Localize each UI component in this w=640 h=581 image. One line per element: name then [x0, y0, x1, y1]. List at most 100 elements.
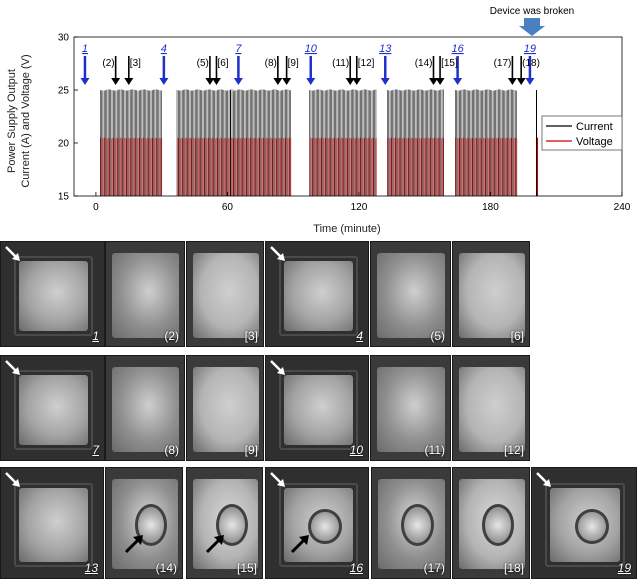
panel-label: [18] — [503, 561, 524, 575]
x-tick-label-2: 120 — [351, 202, 368, 213]
black-marker-label-7: [12] — [358, 58, 375, 69]
white-arrow-icon — [270, 360, 285, 375]
blue-marker-label-4: 13 — [379, 43, 392, 55]
black-marker-label-2: (5) — [197, 58, 209, 69]
blue-marker-arrow-4 — [380, 56, 390, 85]
emission-area — [112, 367, 179, 452]
black-marker-arrow-10-head — [507, 78, 517, 85]
black-marker-arrow-1-head — [124, 78, 134, 85]
legend-voltage-label: Voltage — [576, 136, 613, 148]
micrograph-panel-12: [12] — [452, 355, 530, 461]
blue-marker-arrow-2-head — [233, 78, 243, 85]
micrograph-panel-15: [15] — [186, 467, 263, 579]
panel-label: (11) — [424, 443, 445, 457]
emission-area — [377, 367, 445, 452]
black-marker-arrow-9-head — [435, 78, 445, 85]
micrograph-panel-1: 1 — [0, 241, 105, 347]
emission-area — [19, 261, 88, 331]
blue-marker-arrow-5-head — [453, 78, 463, 85]
segment-3-bg — [309, 90, 377, 196]
device-broken-arrow — [519, 18, 545, 36]
burn-spot — [308, 508, 342, 545]
black-marker-label-8: (14) — [415, 58, 433, 69]
emission-area — [193, 367, 259, 452]
black-marker-arrow-8-head — [428, 78, 438, 85]
panel-label: 7 — [92, 443, 99, 457]
black-marker-arrow-11-head — [516, 78, 526, 85]
black-marker-arrow-5 — [282, 56, 292, 85]
chart-legend: Current Voltage — [541, 115, 623, 151]
emission-area — [284, 375, 353, 445]
micrograph-panel-2: (2) — [105, 241, 185, 347]
power-supply-chart: 15 20 25 30 0 60 120 180 240 1 4 7 10 13 16 19 (2) [3] (5… — [6, 6, 631, 235]
black-marker-arrow-0 — [111, 56, 121, 85]
time-markers: 1 4 7 10 13 16 19 (2) [3] (5) [6] (8) [9] (11) [12] (14… — [80, 43, 540, 85]
blue-marker-arrow-1 — [159, 56, 169, 85]
y-axis-label-line1: Power Supply Output — [6, 69, 18, 173]
panel-label: [15] — [236, 561, 257, 575]
black-marker-label-11: (18) — [522, 58, 540, 69]
micrograph-panel-9: [9] — [186, 355, 264, 461]
black-marker-arrow-7 — [352, 56, 362, 85]
panel-label: 13 — [84, 561, 98, 575]
waveform-segments — [100, 89, 539, 196]
black-marker-arrow-10 — [507, 56, 517, 85]
micrograph-panel-4: 4 — [265, 241, 369, 347]
device-broken-annotation: Device was broken — [490, 6, 574, 17]
panel-label: [3] — [244, 329, 258, 343]
micrograph-panel-3: [3] — [186, 241, 264, 347]
black-marker-arrow-2-head — [205, 78, 215, 85]
burn-spot — [574, 508, 609, 545]
black-marker-arrow-5-head — [282, 78, 292, 85]
y-tick-label-2: 25 — [58, 86, 70, 97]
black-arrow-icon — [124, 535, 143, 554]
micrograph-panel-11: (11) — [370, 355, 451, 461]
emission-area — [459, 367, 525, 452]
black-marker-arrow-7-head — [352, 78, 362, 85]
blue-marker-label-1: 4 — [161, 43, 167, 55]
panel-label: (8) — [164, 443, 179, 457]
emission-area — [19, 375, 88, 445]
blue-marker-arrow-6 — [525, 56, 535, 85]
panel-frame — [14, 483, 93, 567]
blue-marker-label-3: 10 — [305, 43, 318, 55]
micrograph-panel-10: 10 — [265, 355, 369, 461]
micrograph-panel-17: (17) — [371, 467, 451, 579]
emission-area — [377, 253, 445, 338]
micrograph-panel-7: 7 — [0, 355, 105, 461]
legend-current-label: Current — [576, 121, 613, 133]
black-marker-arrow-11 — [516, 56, 526, 85]
panel-label: [9] — [244, 443, 258, 457]
blue-marker-arrow-4-head — [380, 78, 390, 85]
black-marker-arrow-0-head — [111, 78, 121, 85]
emission-area — [459, 253, 525, 338]
black-marker-label-10: (17) — [494, 58, 512, 69]
micrograph-panel-8: (8) — [105, 355, 185, 461]
panel-label: (17) — [423, 561, 445, 575]
white-arrow-icon — [536, 472, 551, 487]
micrograph-panel-5: (5) — [370, 241, 451, 347]
panel-label: (2) — [164, 329, 179, 343]
black-marker-label-5: [9] — [288, 58, 299, 69]
segment-2 — [230, 89, 292, 196]
x-axis-label: Time (minute) — [313, 223, 380, 235]
panel-frame — [14, 256, 93, 336]
emission-area — [284, 261, 353, 331]
micrograph-panel-6: [6] — [452, 241, 530, 347]
blue-marker-arrow-0-head — [80, 78, 90, 85]
panel-label: [12] — [503, 443, 524, 457]
segment-0 — [100, 89, 163, 196]
panel-frame — [279, 483, 358, 567]
black-marker-label-1: [3] — [130, 58, 141, 69]
black-marker-arrow-3-head — [211, 78, 221, 85]
white-arrow-icon — [5, 360, 20, 375]
black-marker-arrow-4 — [273, 56, 283, 85]
blue-marker-arrow-6-head — [525, 78, 535, 85]
black-marker-label-9: [15] — [441, 58, 458, 69]
burn-spot — [482, 504, 515, 547]
blue-marker-arrow-0 — [80, 56, 90, 85]
black-marker-arrow-4-head — [273, 78, 283, 85]
blue-marker-arrow-3-head — [306, 78, 316, 85]
blue-marker-label-2: 7 — [235, 43, 242, 55]
x-tick-label-3: 180 — [482, 202, 499, 213]
